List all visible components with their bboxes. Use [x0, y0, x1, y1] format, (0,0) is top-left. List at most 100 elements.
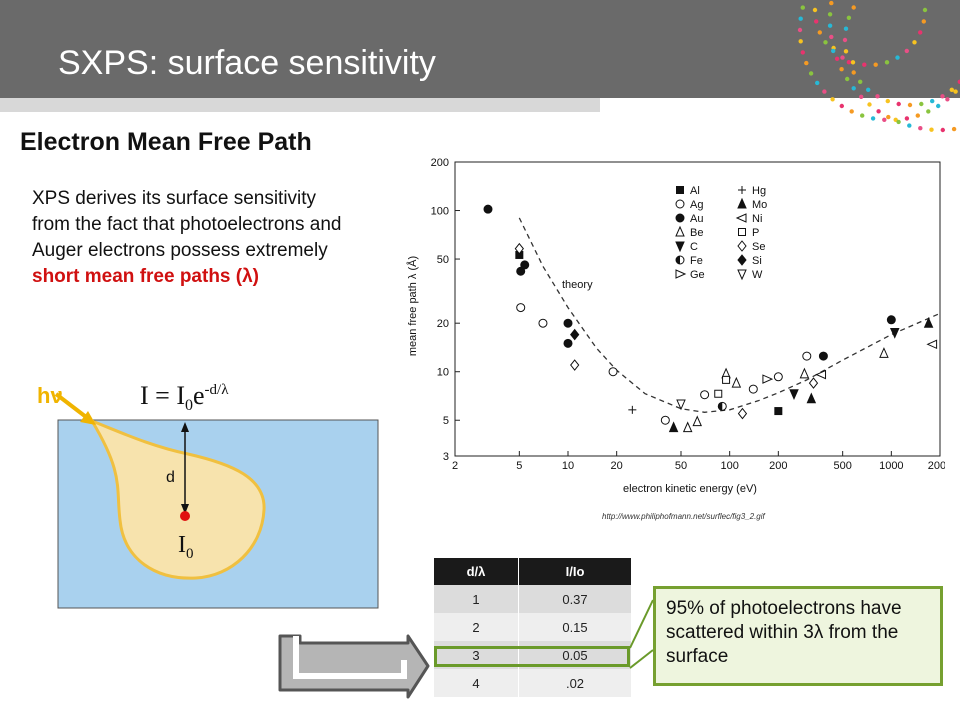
deco-dot: [808, 71, 814, 76]
data-point: [808, 377, 819, 389]
deco-dot: [895, 55, 900, 60]
attenuation-formula: I = I0e-d/λ: [140, 381, 229, 414]
deco-dot: [907, 123, 912, 128]
slide-title: SXPS: surface sensitivity: [58, 44, 436, 82]
deco-dot: [912, 40, 917, 45]
x-tick-label: 50: [675, 460, 687, 472]
deco-dot: [851, 70, 856, 75]
deco-dot: [823, 40, 828, 45]
deco-dot: [904, 48, 909, 54]
data-point: [516, 303, 526, 313]
deco-dot: [827, 23, 833, 28]
deco-dot: [957, 79, 960, 84]
x-tick-label: 1000: [879, 460, 903, 472]
legend-symbol: [737, 240, 747, 252]
deco-dot: [822, 89, 827, 94]
deco-dot: [919, 101, 924, 107]
deco-dot: [953, 89, 958, 94]
data-point: [815, 369, 827, 380]
data-point: [806, 392, 817, 404]
photon-arrow: [54, 392, 92, 422]
y-tick-label: 100: [431, 206, 449, 218]
data-point: [516, 266, 526, 276]
intro-text: XPS derives its surface sensitivity from…: [32, 188, 342, 261]
data-point: [514, 242, 524, 255]
deco-dot: [945, 97, 950, 102]
y-tick-label: 50: [437, 254, 449, 266]
data-point: [563, 338, 573, 348]
data-point: [773, 372, 783, 382]
deco-dot: [859, 94, 864, 100]
deco-dot: [846, 15, 852, 20]
deco-dot: [829, 0, 834, 6]
deco-dot: [896, 101, 901, 107]
legend-label: Ni: [752, 213, 762, 225]
data-point: [818, 351, 828, 361]
legend-label: Be: [690, 227, 703, 239]
data-point: [538, 318, 548, 328]
deco-dot: [875, 94, 880, 99]
deco-dot: [907, 102, 913, 108]
deco-dot: [949, 87, 954, 93]
data-point: [714, 389, 723, 398]
data-point: [717, 401, 727, 411]
deco-dot: [929, 127, 934, 132]
data-point: [762, 374, 774, 384]
deco-dot: [800, 5, 805, 10]
legend-symbol: [675, 241, 685, 253]
legend-symbol: [675, 199, 685, 209]
y-tick-label: 20: [437, 318, 449, 330]
deco-dot: [915, 113, 920, 118]
data-point: [886, 315, 896, 325]
data-point: [668, 421, 679, 433]
theory-curve: [518, 217, 941, 413]
x-tick-label: 500: [833, 460, 851, 472]
deco-dot: [860, 113, 865, 118]
escape-volume: [88, 417, 266, 580]
data-point: [879, 347, 889, 358]
depth-arrow-bottom: [181, 504, 189, 514]
deco-dot: [936, 103, 941, 109]
deco-dot: [940, 127, 945, 133]
data-point: [700, 390, 710, 400]
deco-dot: [829, 34, 834, 40]
deco-dot: [814, 19, 819, 24]
legend-label: Si: [752, 255, 762, 267]
legend-symbol: [675, 213, 685, 223]
data-point: [926, 339, 938, 350]
legend-symbol: [738, 228, 746, 236]
data-point: [774, 407, 783, 416]
x-tick-label: 2000: [928, 460, 945, 472]
deco-dot: [851, 86, 856, 91]
x-axis-label: electron kinetic energy (eV): [623, 483, 757, 495]
depth-label: d: [166, 469, 175, 486]
pointer-arrow: [278, 634, 430, 699]
legend-symbol: [676, 186, 684, 194]
table-cell: 0.15: [518, 613, 631, 641]
x-tick-label: 10: [562, 460, 574, 472]
legend-label: Se: [752, 241, 765, 253]
data-point: [748, 384, 758, 394]
deco-dot: [843, 49, 849, 54]
table-row: 4 .02: [434, 669, 631, 697]
deco-dot: [849, 109, 854, 114]
deco-dot: [812, 7, 818, 13]
source-point: [180, 511, 190, 521]
deco-dot: [858, 79, 863, 85]
x-tick-label: 5: [516, 460, 522, 472]
deco-dot: [839, 103, 844, 109]
data-point: [570, 328, 580, 341]
legend-symbol: [675, 269, 687, 279]
table-cell: 2: [434, 613, 519, 641]
deco-dot: [882, 117, 887, 123]
x-tick-label: 200: [769, 460, 787, 472]
data-point: [731, 376, 742, 388]
legend-symbol: [737, 197, 747, 209]
deco-dot: [817, 30, 822, 35]
deco-dot: [885, 98, 890, 104]
deco-dot: [870, 116, 876, 121]
x-tick-label: 20: [611, 460, 623, 472]
y-tick-label: 3: [443, 451, 449, 463]
data-point: [608, 367, 618, 377]
data-point: [660, 415, 670, 425]
